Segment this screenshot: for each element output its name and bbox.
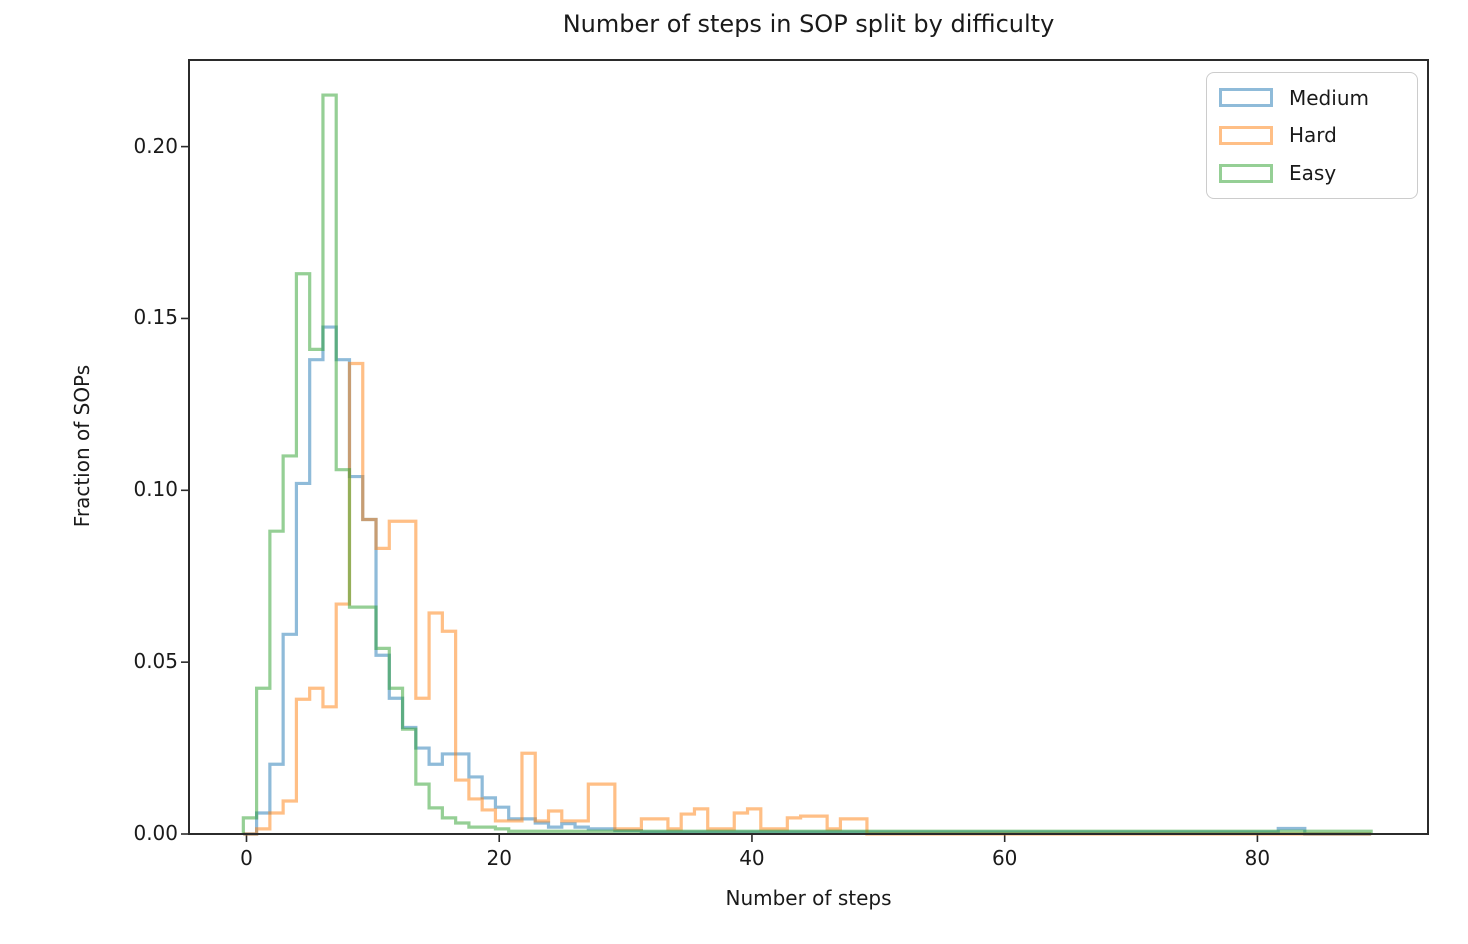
legend-label-easy: Easy [1289,161,1337,186]
x-tick-label: 40 [739,846,765,870]
legend-label-hard: Hard [1289,123,1337,148]
series-easy-line [241,93,1373,835]
y-tick-label: 0.20 [133,133,178,158]
hard-swatch-icon [1219,125,1273,145]
y-tick-label: 0.05 [133,649,178,674]
x-tick-label: 80 [1244,846,1271,870]
y-tick-label: 0.10 [133,477,178,502]
legend-item-hard: Hard [1219,123,1405,147]
y-tick-label: 0.15 [133,305,178,330]
x-tick-label: 0 [240,846,253,870]
x-tick-label: 20 [486,846,512,870]
legend-label-medium: Medium [1289,85,1369,110]
axes-spines [188,59,1429,835]
x-tick-label: 60 [991,846,1018,870]
series-hard-line [243,361,1372,836]
y-axis-label: Fraction of SOPs [70,364,94,528]
legend-item-easy: Easy [1219,161,1405,185]
chart-title: Number of steps in SOP split by difficul… [562,10,1055,38]
medium-swatch-icon [1219,88,1273,108]
series-medium-line [243,325,1372,836]
legend-item-medium: Medium [1219,86,1405,110]
y-tick-label: 0.00 [133,821,178,845]
legend: Medium Hard Easy [1206,72,1418,199]
x-axis-label: Number of steps [725,886,892,910]
easy-swatch-icon [1219,163,1273,183]
